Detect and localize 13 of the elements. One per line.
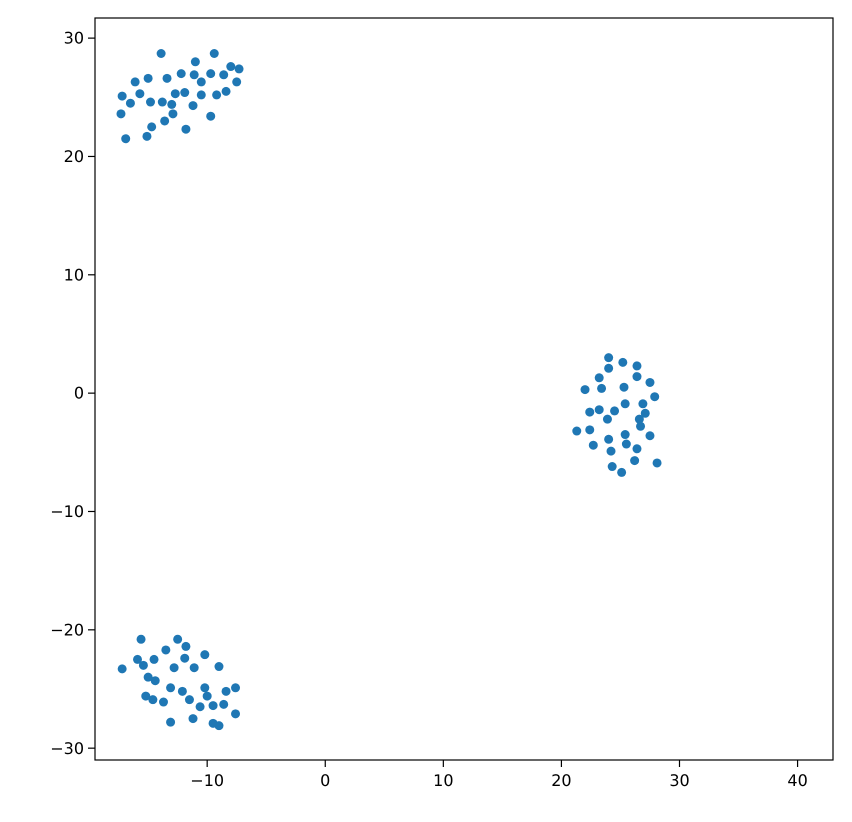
x-tick-label: 10 bbox=[433, 771, 454, 790]
y-tick-label: 20 bbox=[64, 147, 84, 166]
y-tick-label: −20 bbox=[50, 620, 84, 640]
x-tick-label: 30 bbox=[669, 771, 690, 790]
x-tick-label: 40 bbox=[787, 771, 808, 790]
y-tick-label: −10 bbox=[50, 502, 84, 522]
y-tick-label: 0 bbox=[74, 384, 84, 403]
x-tick-label: 20 bbox=[551, 771, 572, 790]
y-tick-label: 10 bbox=[64, 265, 84, 284]
y-tick-label: 30 bbox=[64, 28, 84, 48]
x-tick-label: −10 bbox=[190, 771, 224, 790]
x-tick-label: 0 bbox=[320, 771, 330, 790]
y-tick-label: −30 bbox=[50, 738, 84, 758]
